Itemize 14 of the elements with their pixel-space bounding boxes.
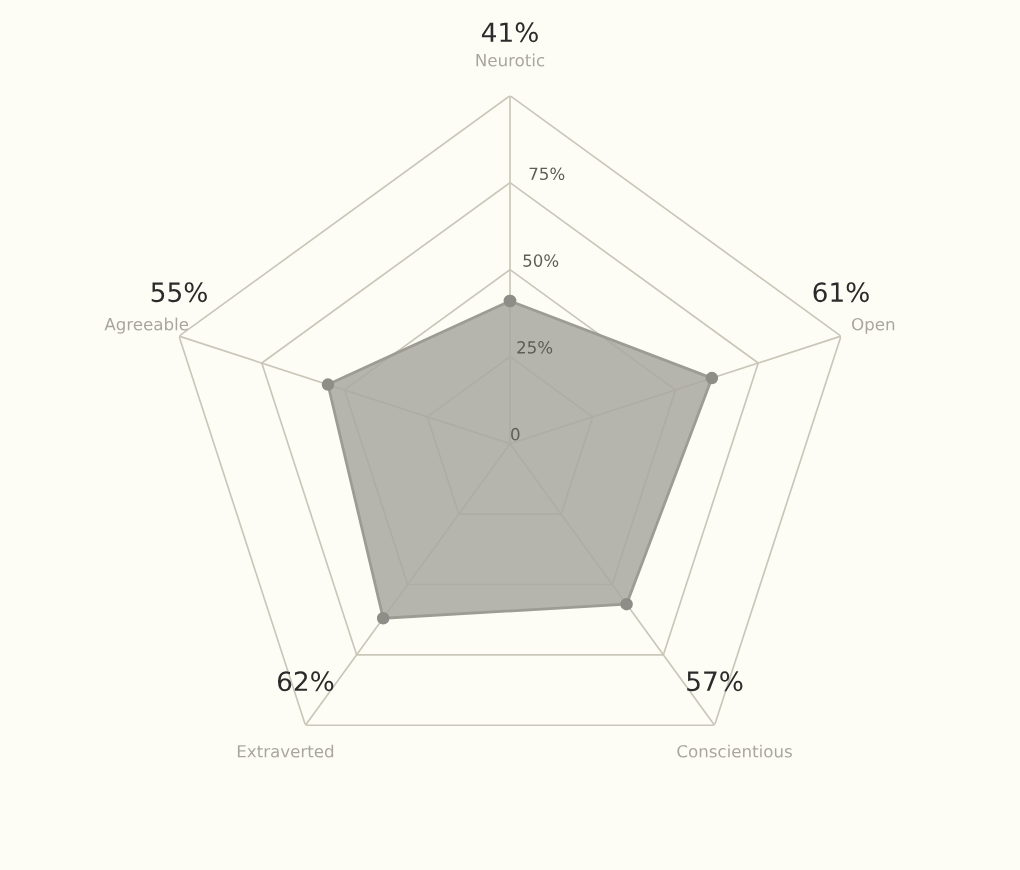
spoke-label: Agreeable (104, 317, 189, 334)
text: 62% (277, 671, 334, 692)
y-tick-label: 75% (529, 167, 565, 181)
text: 41% (481, 22, 538, 43)
text: 55% (151, 282, 207, 303)
y-tick-label: 0 (511, 427, 520, 441)
text: 61% (813, 282, 869, 303)
spoke-label: Conscientious (677, 744, 792, 758)
y-tick-label: 25% (517, 341, 553, 354)
spoke-label: Neurotic (476, 53, 545, 67)
text: 57% (687, 671, 743, 692)
spoke-label: Extraverted (237, 744, 334, 758)
y-tick-label: 50% (523, 254, 559, 267)
spoke-label: Open (852, 317, 895, 334)
